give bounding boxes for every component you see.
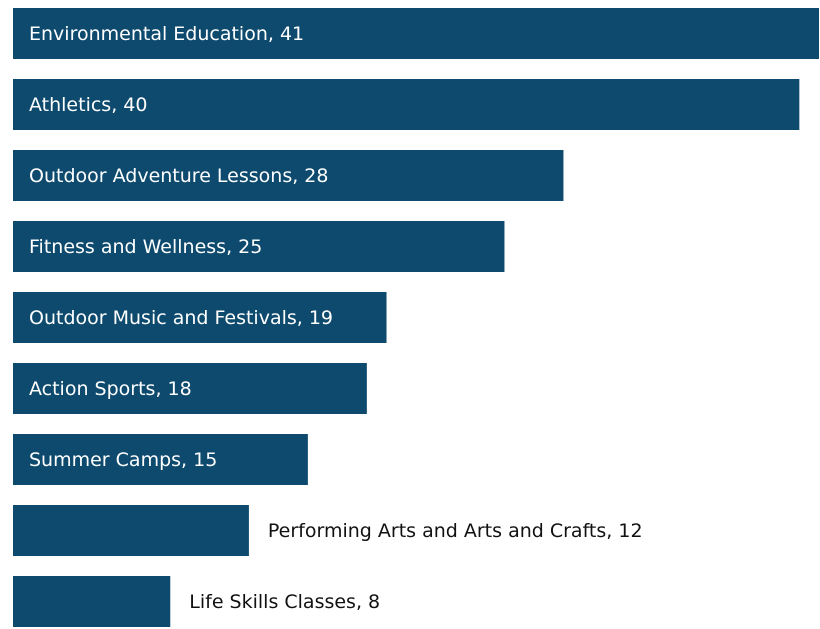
bar-label: Performing Arts and Arts and Crafts, 12: [268, 520, 643, 542]
bar-label: Summer Camps, 15: [29, 449, 217, 471]
bar: [13, 8, 819, 59]
bar-label: Outdoor Adventure Lessons, 28: [29, 165, 328, 187]
bar-label: Action Sports, 18: [29, 378, 192, 400]
bar: [13, 363, 367, 414]
bar: [13, 505, 249, 556]
bar-label: Environmental Education, 41: [29, 23, 304, 45]
bar: [13, 79, 800, 130]
bar: [13, 150, 564, 201]
bar-label: Athletics, 40: [29, 94, 147, 116]
bar: [13, 576, 171, 627]
bar: [13, 434, 308, 485]
bar-label: Outdoor Music and Festivals, 19: [29, 307, 333, 329]
bar-label: Fitness and Wellness, 25: [29, 236, 262, 258]
bar: [13, 292, 387, 343]
bar-label: Life Skills Classes, 8: [189, 591, 380, 613]
bar: [13, 221, 505, 272]
